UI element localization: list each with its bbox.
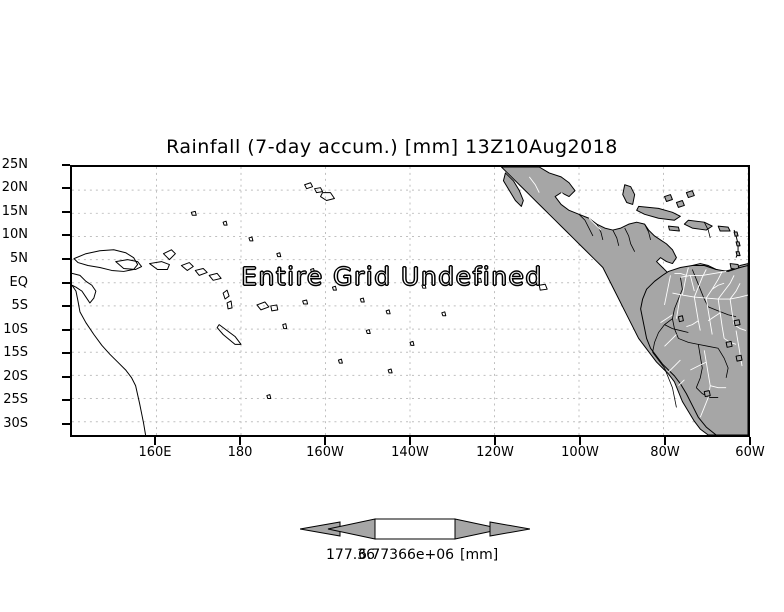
colorbar-unit-label: [mm] xyxy=(460,547,499,563)
y-tick-label: 5S xyxy=(11,298,28,313)
y-tick-mark xyxy=(62,187,70,189)
colorbar-max-label: 6.77366e+06 xyxy=(358,547,455,563)
x-tick-label: 160E xyxy=(138,445,172,460)
colorbar[interactable]: 177.36 6.77366e+06 [mm] xyxy=(300,512,530,566)
y-tick-mark xyxy=(62,234,70,236)
y-tick-label: 20N xyxy=(1,180,28,195)
y-tick-label: 15N xyxy=(1,204,28,219)
americas-landmass xyxy=(500,167,748,435)
x-tick-mark xyxy=(324,437,326,445)
y-tick-mark xyxy=(62,423,70,425)
x-tick-mark xyxy=(239,437,241,445)
y-tick-label: 5N xyxy=(10,251,28,266)
inland-features xyxy=(677,315,743,398)
x-tick-label: 80W xyxy=(650,445,680,460)
y-tick-mark xyxy=(62,305,70,307)
x-tick-mark xyxy=(409,437,411,445)
x-tick-mark xyxy=(579,437,581,445)
x-tick-mark xyxy=(749,437,751,445)
y-tick-mark xyxy=(62,399,70,401)
x-tick-label: 180 xyxy=(227,445,253,460)
colorbar-min-label: 177.36 xyxy=(326,547,375,563)
x-tick-mark xyxy=(664,437,666,445)
river-network xyxy=(528,176,748,418)
x-tick-label: 160W xyxy=(306,445,344,460)
y-tick-label: 30S xyxy=(3,416,28,431)
undefined-grid-message: Entire Grid Undefined xyxy=(241,262,543,292)
x-tick-label: 60W xyxy=(735,445,765,460)
x-tick-label: 140W xyxy=(391,445,429,460)
y-tick-mark xyxy=(62,164,70,166)
y-tick-label: 15S xyxy=(3,345,28,360)
y-tick-mark xyxy=(62,352,70,354)
colorbar-swatches xyxy=(300,518,530,540)
y-tick-mark xyxy=(62,376,70,378)
x-tick-label: 100W xyxy=(561,445,599,460)
western-pacific-coastlines xyxy=(72,182,548,435)
y-tick-label: 25N xyxy=(1,157,28,172)
x-tick-label: 120W xyxy=(476,445,514,460)
x-tick-mark xyxy=(494,437,496,445)
y-tick-mark xyxy=(62,282,70,284)
y-tick-label: 10N xyxy=(1,227,28,242)
x-tick-mark xyxy=(154,437,156,445)
page-title: Rainfall (7-day accum.) [mm] 13Z10Aug201… xyxy=(166,136,618,158)
map-plot-area[interactable]: .land{fill:#a6a6a6;stroke:#000;stroke-wi… xyxy=(70,165,750,437)
y-tick-mark xyxy=(62,258,70,260)
country-borders xyxy=(578,214,737,408)
y-tick-mark xyxy=(62,329,70,331)
map-canvas: .land{fill:#a6a6a6;stroke:#000;stroke-wi… xyxy=(72,167,748,435)
y-tick-label: 20S xyxy=(3,369,28,384)
y-tick-label: 10S xyxy=(3,322,28,337)
y-tick-mark xyxy=(62,211,70,213)
y-tick-label: EQ xyxy=(9,275,28,290)
y-tick-label: 25S xyxy=(3,392,28,407)
